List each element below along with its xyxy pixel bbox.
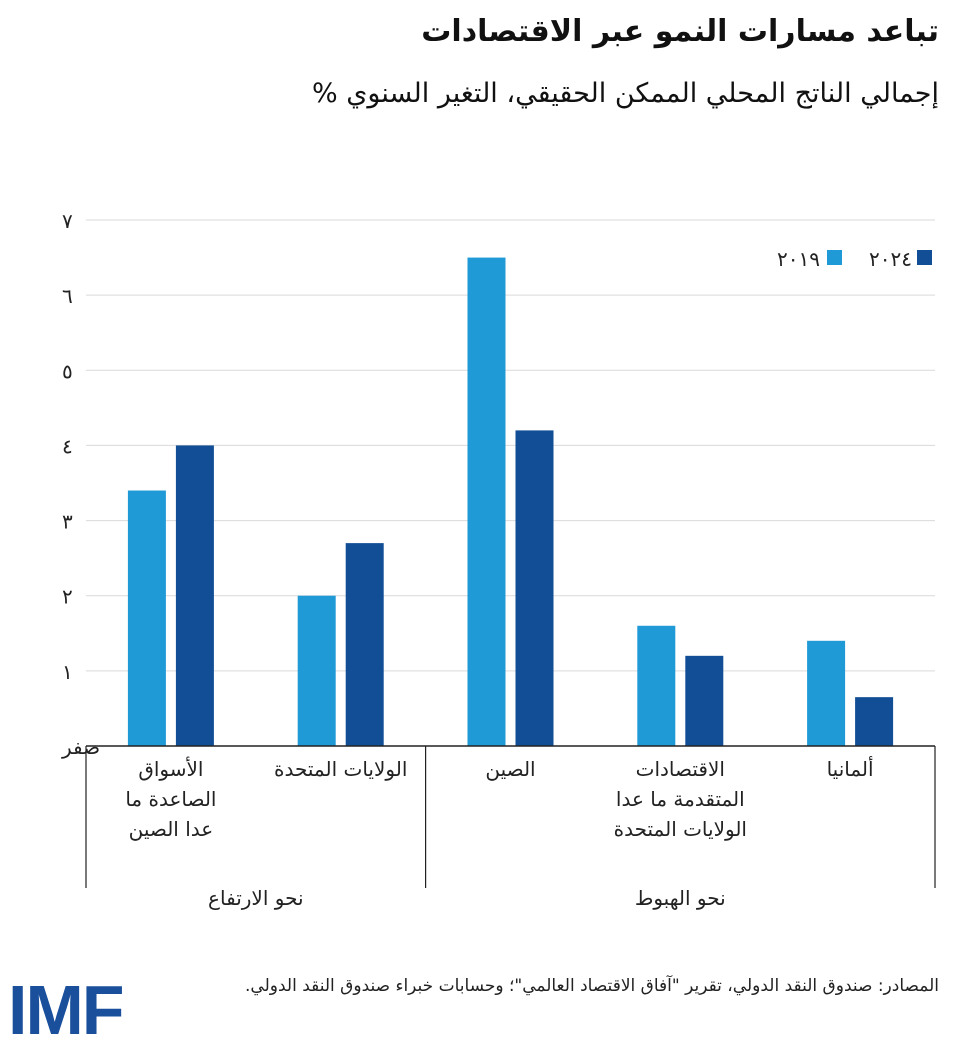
y-tick-label: ٥ (62, 359, 73, 383)
legend-label-2024: ٢٠٢٤ (869, 247, 912, 271)
category-label: الأسواق (138, 757, 203, 781)
category-label: الولايات المتحدة (614, 817, 747, 841)
category-label: المتقدمة ما عدا (616, 787, 745, 811)
bar-chart: صفر ١ ٢ ٣ ٤ ٥ ٦ ٧ الأسواق الصاعدة ما عدا الصين الول… (61, 209, 936, 910)
y-tick-label: ٦ (62, 284, 73, 308)
legend-swatch-2024 (917, 250, 932, 265)
group-label: نحو الارتفاع (208, 886, 304, 910)
bar-2024-4 (855, 697, 894, 746)
legend-label-2019: ٢٠١٩ (777, 247, 820, 271)
chart-title: تباعد مسارات النمو عبر الاقتصادات (421, 14, 939, 49)
chart-subtitle: إجمالي الناتج المحلي الممكن الحقيقي، الت… (312, 78, 939, 109)
category-label: الاقتصادات (636, 757, 725, 781)
bar-2019-2 (467, 257, 506, 746)
bar-2024-0 (175, 445, 214, 746)
bar-2019-4 (807, 640, 846, 746)
y-tick-label: ٤ (62, 434, 73, 458)
category-label: الولايات المتحدة (274, 757, 407, 781)
y-tick-label: ٣ (62, 510, 73, 534)
category-label: الصاعدة ما (125, 787, 216, 811)
source-note: المصادر: صندوق النقد الدولي، تقرير "آفاق… (245, 976, 939, 996)
bar-2019-1 (297, 595, 336, 746)
imf-logo: IMF (8, 971, 125, 1049)
y-tick-label: صفر (61, 735, 100, 759)
bar-2019-3 (637, 625, 676, 746)
bar-2019-0 (127, 490, 166, 746)
y-tick-label: ١ (62, 660, 73, 684)
y-tick-label: ٢ (62, 585, 73, 609)
group-label: نحو الهبوط (635, 886, 726, 910)
legend-swatch-2019 (827, 250, 842, 265)
category-label: الصين (485, 757, 535, 781)
y-tick-label: ٧ (62, 209, 73, 233)
bar-2024-2 (515, 430, 554, 746)
category-label: عدا الصين (129, 817, 214, 841)
category-label: ألمانيا (827, 756, 874, 781)
bar-2024-1 (345, 543, 384, 746)
bar-2024-3 (685, 655, 724, 746)
